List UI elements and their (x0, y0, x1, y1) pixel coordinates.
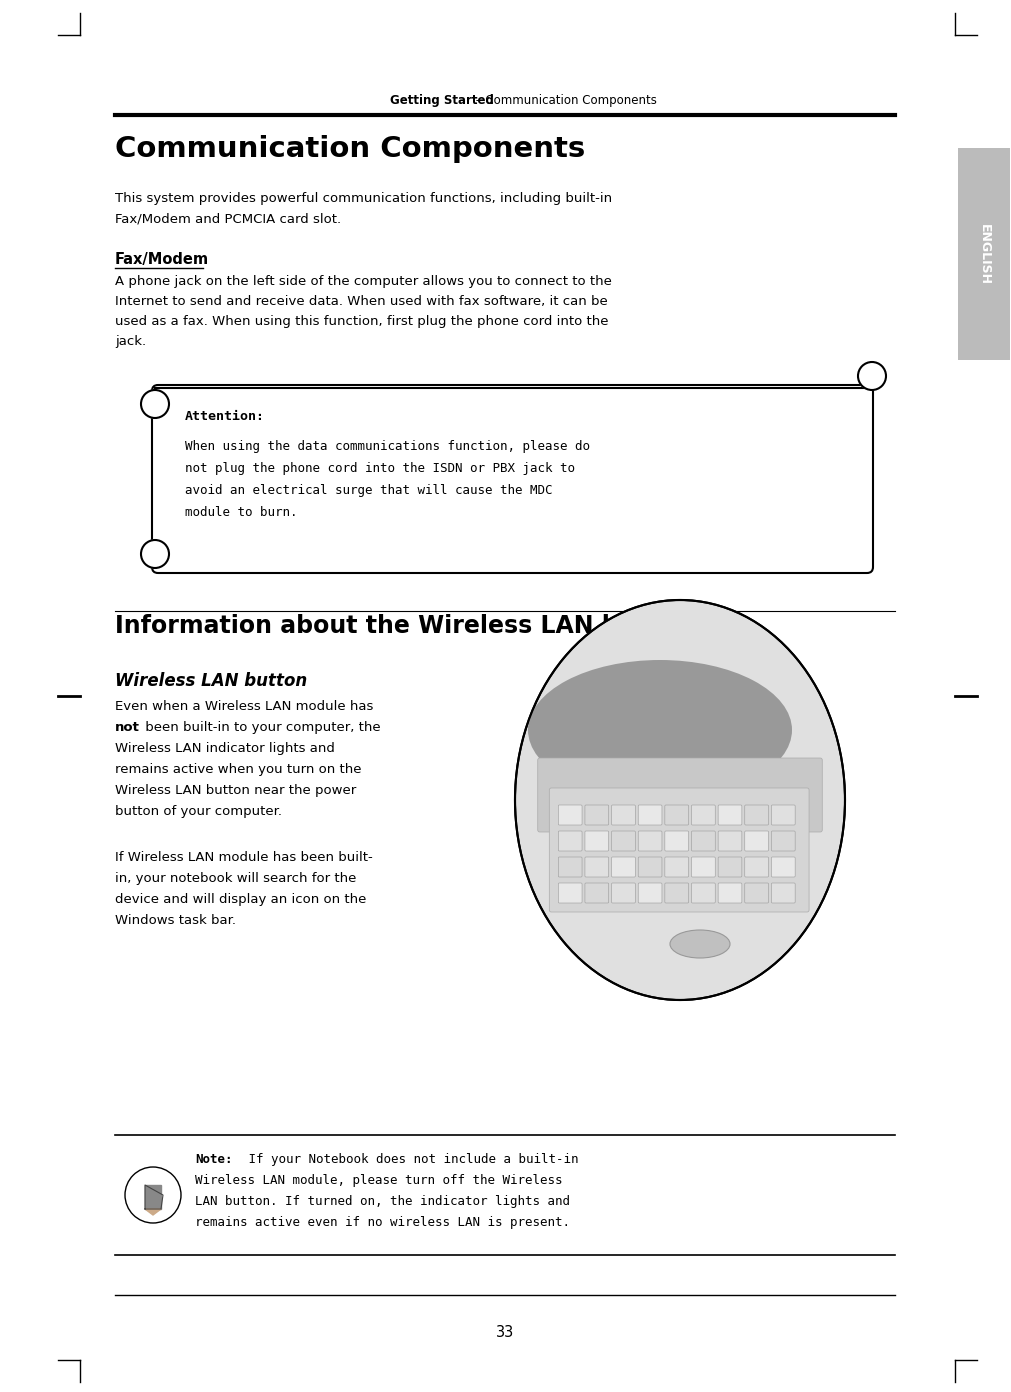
FancyBboxPatch shape (538, 759, 822, 832)
Text: Windows task bar.: Windows task bar. (115, 915, 236, 927)
FancyBboxPatch shape (718, 805, 742, 825)
Text: used as a fax. When using this function, first plug the phone cord into the: used as a fax. When using this function,… (115, 315, 609, 329)
Text: Information about the Wireless LAN button: Information about the Wireless LAN butto… (115, 614, 692, 638)
Text: Internet to send and receive data. When used with fax software, it can be: Internet to send and receive data. When … (115, 295, 608, 308)
Text: Note:: Note: (195, 1153, 233, 1166)
FancyBboxPatch shape (745, 831, 768, 851)
Text: in, your notebook will search for the: in, your notebook will search for the (115, 871, 356, 885)
Text: Fax/Modem: Fax/Modem (115, 252, 209, 267)
FancyBboxPatch shape (692, 831, 715, 851)
Ellipse shape (515, 600, 845, 999)
Bar (958, 148, 1010, 361)
FancyBboxPatch shape (745, 805, 768, 825)
Text: Even when a Wireless LAN module has: Even when a Wireless LAN module has (115, 700, 373, 713)
Text: module to burn.: module to burn. (185, 507, 297, 519)
FancyBboxPatch shape (612, 883, 635, 903)
FancyBboxPatch shape (612, 805, 635, 825)
Text: not: not (115, 721, 140, 734)
Text: not plug the phone cord into the ISDN or PBX jack to: not plug the phone cord into the ISDN or… (185, 462, 575, 475)
Text: Wireless LAN module, please turn off the Wireless: Wireless LAN module, please turn off the… (195, 1173, 562, 1187)
FancyBboxPatch shape (692, 805, 715, 825)
FancyBboxPatch shape (585, 831, 609, 851)
FancyBboxPatch shape (549, 788, 809, 912)
FancyBboxPatch shape (692, 857, 715, 877)
FancyBboxPatch shape (771, 857, 795, 877)
FancyBboxPatch shape (558, 805, 582, 825)
Text: If Wireless LAN module has been built-: If Wireless LAN module has been built- (115, 851, 373, 864)
Text: When using the data communications function, please do: When using the data communications funct… (185, 440, 590, 452)
FancyBboxPatch shape (665, 805, 688, 825)
FancyBboxPatch shape (665, 883, 688, 903)
Text: button of your computer.: button of your computer. (115, 805, 282, 818)
FancyBboxPatch shape (745, 883, 768, 903)
Text: – Communication Components: – Communication Components (472, 95, 657, 107)
Ellipse shape (670, 930, 730, 958)
Circle shape (141, 390, 169, 418)
Text: Getting Started: Getting Started (390, 95, 494, 107)
Text: Communication Components: Communication Components (115, 135, 585, 163)
FancyBboxPatch shape (771, 883, 795, 903)
FancyBboxPatch shape (745, 857, 768, 877)
Circle shape (858, 362, 886, 390)
FancyBboxPatch shape (771, 831, 795, 851)
FancyBboxPatch shape (152, 386, 874, 574)
Circle shape (141, 540, 169, 568)
Text: If your Notebook does not include a built-in: If your Notebook does not include a buil… (241, 1153, 578, 1166)
FancyBboxPatch shape (585, 805, 609, 825)
Text: Wireless LAN button: Wireless LAN button (115, 672, 307, 690)
Text: remains active even if no wireless LAN is present.: remains active even if no wireless LAN i… (195, 1217, 570, 1229)
FancyBboxPatch shape (718, 857, 742, 877)
FancyBboxPatch shape (692, 883, 715, 903)
FancyBboxPatch shape (771, 805, 795, 825)
FancyBboxPatch shape (718, 883, 742, 903)
Text: been built-in to your computer, the: been built-in to your computer, the (141, 721, 380, 734)
Text: Fax/Modem and PCMCIA card slot.: Fax/Modem and PCMCIA card slot. (115, 212, 341, 226)
FancyBboxPatch shape (585, 857, 609, 877)
Polygon shape (145, 1185, 161, 1210)
FancyBboxPatch shape (612, 831, 635, 851)
Text: remains active when you turn on the: remains active when you turn on the (115, 763, 362, 775)
Circle shape (125, 1166, 181, 1224)
Text: device and will display an icon on the: device and will display an icon on the (115, 894, 366, 906)
Ellipse shape (528, 660, 792, 800)
FancyBboxPatch shape (638, 883, 662, 903)
FancyBboxPatch shape (638, 805, 662, 825)
Text: This system provides powerful communication functions, including built-in: This system provides powerful communicat… (115, 192, 612, 205)
FancyBboxPatch shape (558, 883, 582, 903)
FancyBboxPatch shape (665, 831, 688, 851)
FancyBboxPatch shape (585, 883, 609, 903)
FancyBboxPatch shape (665, 857, 688, 877)
Text: ENGLISH: ENGLISH (978, 224, 991, 284)
Text: 33: 33 (495, 1325, 515, 1340)
Text: Wireless LAN indicator lights and: Wireless LAN indicator lights and (115, 742, 335, 754)
Text: Attention:: Attention: (185, 411, 265, 423)
FancyBboxPatch shape (638, 857, 662, 877)
Polygon shape (145, 1210, 161, 1215)
FancyBboxPatch shape (718, 831, 742, 851)
Text: jack.: jack. (115, 335, 147, 348)
FancyBboxPatch shape (612, 857, 635, 877)
FancyBboxPatch shape (558, 831, 582, 851)
FancyBboxPatch shape (558, 857, 582, 877)
Text: avoid an electrical surge that will cause the MDC: avoid an electrical surge that will caus… (185, 484, 552, 497)
FancyBboxPatch shape (638, 831, 662, 851)
Text: Wireless LAN button near the power: Wireless LAN button near the power (115, 784, 356, 798)
Text: A phone jack on the left side of the computer allows you to connect to the: A phone jack on the left side of the com… (115, 276, 612, 288)
Text: LAN button. If turned on, the indicator lights and: LAN button. If turned on, the indicator … (195, 1194, 570, 1208)
